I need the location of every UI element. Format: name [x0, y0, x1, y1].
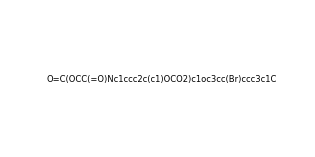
Text: O=C(OCC(=O)Nc1ccc2c(c1)OCO2)c1oc3cc(Br)ccc3c1C: O=C(OCC(=O)Nc1ccc2c(c1)OCO2)c1oc3cc(Br)c…	[46, 75, 277, 84]
